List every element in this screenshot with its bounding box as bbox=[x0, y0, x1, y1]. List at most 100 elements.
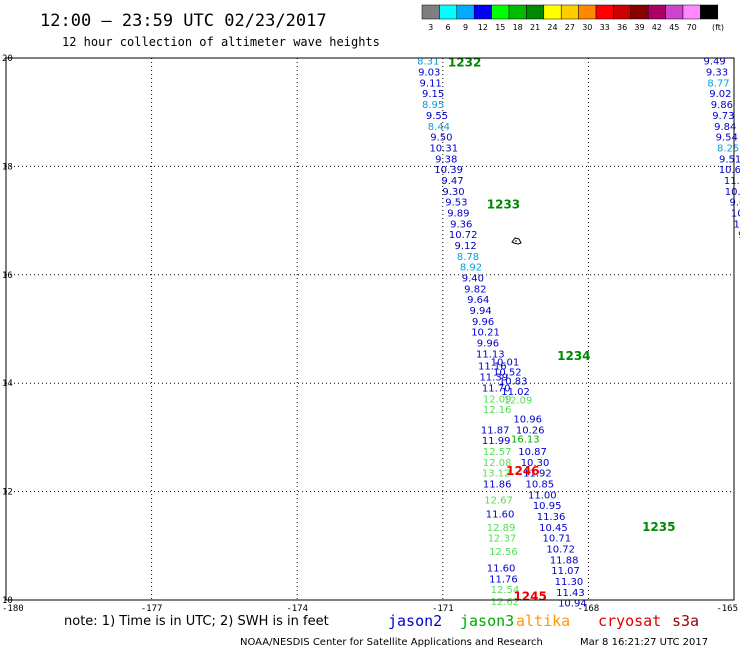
swh-value: 10.72 bbox=[546, 545, 575, 556]
swh-value: 12.67 bbox=[484, 496, 513, 507]
swh-value: 9.15 bbox=[422, 89, 444, 100]
data-points: 8.319.039.119.158.959.558.449.5010.319.3… bbox=[417, 57, 740, 610]
swh-value: 9.64 bbox=[467, 295, 489, 306]
legend-label: 18 bbox=[513, 23, 523, 32]
color-legend: 3 6 9 12 15 18 21 24 27 30 33 36 39 42 45 70 bbox=[421, 4, 719, 32]
swh-value: 10.26 bbox=[516, 425, 545, 436]
legend-label: 6 bbox=[446, 23, 451, 32]
footer-note: note: 1) Time is in UTC; 2) SWH is in fe… bbox=[64, 614, 329, 629]
y-tick-label: 12 bbox=[2, 488, 13, 498]
legend-swatch bbox=[560, 4, 579, 20]
swh-value: 9.73 bbox=[712, 111, 734, 122]
swh-value: 11.60 bbox=[486, 509, 515, 520]
swh-value: 11.8 bbox=[724, 176, 740, 187]
swh-value: 10.95 bbox=[533, 501, 562, 512]
swh-value: 12.62 bbox=[491, 597, 520, 608]
legend-swatch bbox=[630, 4, 649, 20]
swh-value: 11.43 bbox=[556, 588, 585, 599]
footer-credit: NOAA/NESDIS Center for Satellite Applica… bbox=[240, 637, 543, 648]
legend-label: 70 bbox=[687, 23, 697, 32]
island-marker bbox=[511, 237, 522, 245]
swh-value: 11.92 bbox=[523, 469, 552, 480]
y-tick-label: 10 bbox=[2, 596, 13, 606]
swh-value: 10.39 bbox=[434, 165, 463, 176]
legend-swatch bbox=[439, 4, 458, 20]
satellite-label: altika bbox=[516, 612, 570, 630]
swh-value: 9.49 bbox=[703, 57, 725, 68]
satellite-label: jason2 bbox=[388, 612, 442, 630]
swh-value: 12.57 bbox=[483, 447, 512, 458]
x-tick-label: -171 bbox=[432, 604, 454, 614]
swh-value: 9.51 bbox=[719, 154, 740, 165]
swh-value: 10.96 bbox=[513, 414, 542, 425]
swh-value: 9.36 bbox=[450, 219, 472, 230]
swh-value: 9.30 bbox=[442, 187, 464, 198]
swh-value: 10 bbox=[733, 219, 740, 230]
swh-value: 8.25 bbox=[717, 143, 739, 154]
swh-value: 9 bbox=[738, 230, 740, 241]
swh-value: 11.02 bbox=[501, 387, 530, 398]
legend-swatch bbox=[613, 4, 632, 20]
swh-value: 9.03 bbox=[418, 68, 440, 79]
legend-label: 45 bbox=[669, 23, 679, 32]
swh-value: 11.13 bbox=[476, 349, 505, 360]
satellite-legend: jason2 jason3 altika cryosat s3a bbox=[388, 612, 699, 630]
swh-value: 10.31 bbox=[429, 143, 458, 154]
swh-value: 12.08 bbox=[483, 458, 512, 469]
legend-label: 3 bbox=[428, 23, 433, 32]
swh-value: 11.00 bbox=[528, 490, 557, 501]
swh-value: 11.70 bbox=[482, 384, 511, 395]
legend-label: 24 bbox=[547, 23, 557, 32]
swh-value: 9.84 bbox=[714, 122, 736, 133]
x-tick-label: -168 bbox=[578, 604, 600, 614]
swh-value: 10.85 bbox=[526, 479, 555, 490]
legend-swatch bbox=[665, 4, 684, 20]
swh-value: 10.63 bbox=[719, 165, 740, 176]
swh-value: 9.94 bbox=[470, 306, 492, 317]
swh-value: 9.12 bbox=[454, 241, 476, 252]
legend-swatch bbox=[700, 4, 719, 20]
swh-value: 8.78 bbox=[457, 252, 479, 263]
footer-timestamp: Mar 8 16:21:27 UTC 2017 bbox=[580, 637, 708, 648]
swh-value: 11.60 bbox=[487, 563, 516, 574]
swh-value: 11.99 bbox=[482, 436, 511, 447]
x-tick-label: -165 bbox=[716, 604, 738, 614]
swh-value: 9.50 bbox=[430, 133, 452, 144]
pass-labels: 1232 1233 1234 1235 1246 1245 bbox=[448, 55, 676, 603]
legend-unit: (ft) bbox=[712, 23, 724, 32]
swh-value: 12.16 bbox=[483, 405, 512, 416]
legend-label: 33 bbox=[600, 23, 610, 32]
legend-swatch bbox=[421, 4, 440, 20]
swh-value: 8.31 bbox=[417, 57, 439, 68]
legend-label: 42 bbox=[652, 23, 662, 32]
legend-label: 12 bbox=[478, 23, 488, 32]
legend-swatch bbox=[543, 4, 562, 20]
swh-value: 9.96 bbox=[472, 317, 494, 328]
swh-value: 9.89 bbox=[447, 208, 469, 219]
swh-value: 11.30 bbox=[555, 577, 584, 588]
swh-value: 11.76 bbox=[489, 574, 518, 585]
chart-subtitle: 12 hour collection of altimeter wave hei… bbox=[62, 35, 380, 49]
swh-value: 10.87 bbox=[518, 447, 547, 458]
swh-value: 11.16 bbox=[478, 361, 507, 372]
swh-value: 9.55 bbox=[426, 111, 448, 122]
pass-number-label: 1246 bbox=[506, 464, 539, 478]
chart-title: 12:00 – 23:59 UTC 02/23/2017 bbox=[40, 11, 327, 31]
satellite-label: cryosat bbox=[598, 612, 661, 630]
legend-swatch bbox=[578, 4, 597, 20]
pass-number-label: 1232 bbox=[448, 55, 481, 69]
swh-value: 10.01 bbox=[491, 358, 520, 369]
swh-value: 8.92 bbox=[460, 263, 482, 274]
axis-ticks: -180 -177 -174 -171 -168 -165 10 12 14 16 18 20 bbox=[2, 54, 738, 614]
swh-value: 10.72 bbox=[449, 230, 478, 241]
swh-value: 9.02 bbox=[709, 89, 731, 100]
satellite-label: jason3 bbox=[460, 612, 514, 630]
legend-swatch bbox=[508, 4, 527, 20]
swh-value: 10.83 bbox=[499, 376, 528, 387]
swh-value: 9.53 bbox=[445, 198, 467, 209]
swh-value: 9.86 bbox=[711, 100, 733, 111]
pass-number-label: 1234 bbox=[557, 349, 590, 363]
legend-swatch bbox=[682, 4, 701, 20]
legend-label: 15 bbox=[495, 23, 505, 32]
